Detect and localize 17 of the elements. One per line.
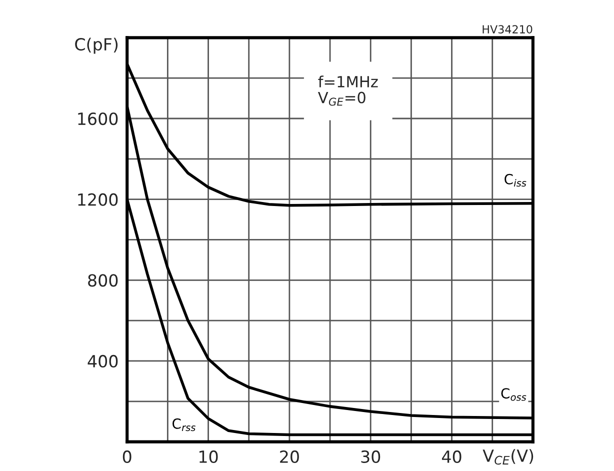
y-tick-label: 400 [88, 354, 118, 368]
annotation: V$_{GE}$=0 [318, 92, 366, 106]
y-tick-label: 1600 [78, 112, 118, 126]
y-axis-title: C(pF) [75, 38, 118, 54]
y-tick-label: 800 [88, 274, 118, 287]
text: HV34210 [482, 25, 532, 34]
y-tick-label: 1200 [78, 193, 118, 206]
series-label: C$_{rss}$ [172, 418, 196, 432]
x-tick-label: 10 [199, 450, 218, 464]
x-axis-title: V$_{CE}$(V) [482, 449, 534, 465]
x-tick-label: 30 [361, 450, 380, 464]
x-tick-label: 40 [442, 450, 462, 464]
series-label: C$_{iss}$ [504, 174, 526, 187]
annotation: f=1MHz [318, 76, 378, 88]
x-tick-label: 20 [280, 450, 299, 464]
series-label: C$_{oss}$ [501, 388, 526, 401]
x-tick-label: 0 [122, 450, 132, 464]
